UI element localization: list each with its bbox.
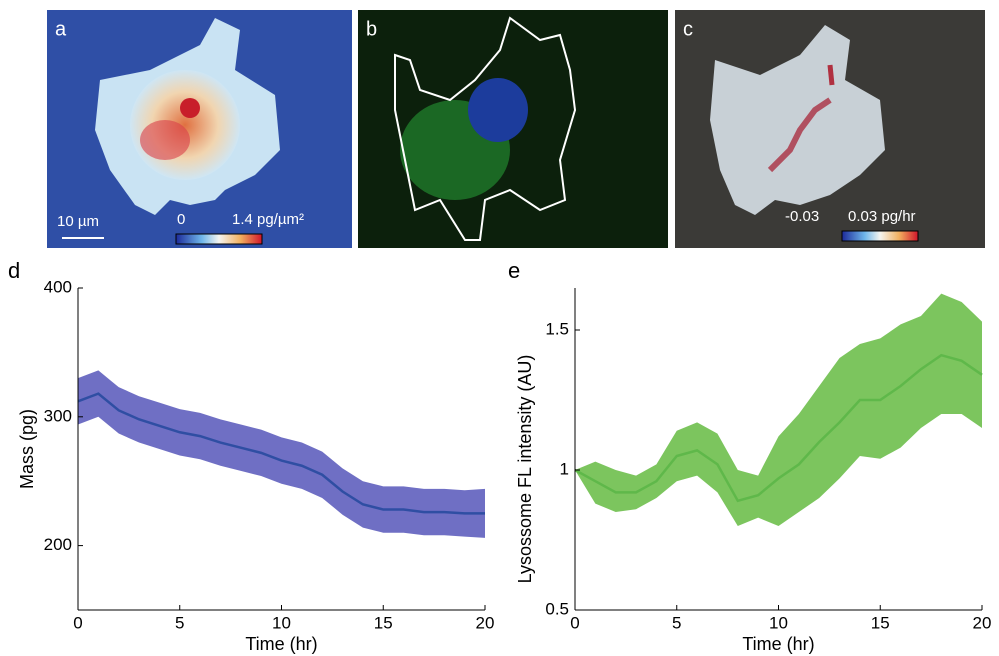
confidence-band	[575, 293, 982, 526]
colorbar	[841, 230, 919, 242]
cell-outline	[394, 16, 577, 241]
y-tick-label: 400	[44, 277, 72, 296]
x-tick-label: 20	[476, 613, 495, 632]
y-axis-title: Mass (pg)	[17, 409, 37, 489]
scale-bar-label: 10 µm	[57, 213, 99, 230]
x-tick-label: 0	[570, 613, 579, 632]
panel-label: c	[683, 18, 693, 40]
panel-label: e	[508, 258, 520, 283]
x-tick-label: 15	[871, 613, 890, 632]
x-axis-title: Time (hr)	[742, 634, 814, 654]
y-tick-label: 300	[44, 406, 72, 425]
cell	[710, 25, 885, 215]
x-tick-label: 10	[769, 613, 788, 632]
confidence-band	[78, 370, 485, 538]
nucleus	[468, 78, 528, 142]
colorbar-max: 1.4 pg/µm²	[232, 211, 304, 228]
x-tick-label: 5	[672, 613, 681, 632]
x-tick-label: 0	[73, 613, 82, 632]
x-tick-label: 20	[973, 613, 992, 632]
panel-label: b	[366, 18, 377, 40]
mass-change	[827, 64, 835, 86]
x-axis-title: Time (hr)	[245, 634, 317, 654]
x-tick-label: 15	[374, 613, 393, 632]
mean-line	[574, 353, 983, 503]
x-tick-label: 5	[175, 613, 184, 632]
colorbar-min: -0.03	[785, 208, 819, 225]
colorbar-min: 0	[177, 211, 185, 228]
panel-label: a	[55, 18, 67, 40]
panel-c: c -0.03 0.03 pg/hr	[675, 10, 985, 248]
cell-body	[130, 70, 240, 180]
y-tick-label: 0.5	[545, 599, 569, 618]
mean-line	[77, 392, 485, 515]
y-tick-label: 200	[44, 535, 72, 554]
panel-b: b	[358, 10, 668, 248]
colorbar	[175, 233, 263, 245]
mass-change	[767, 97, 832, 173]
nucleolus	[180, 98, 200, 118]
y-tick-label: 1	[560, 459, 569, 478]
colorbar-max: 0.03 pg/hr	[848, 208, 916, 225]
x-tick-label: 10	[272, 613, 291, 632]
panel-a: a 10 µm 0 1.4 pg/µm²	[47, 10, 352, 248]
panel-label: d	[8, 258, 20, 283]
y-tick-label: 1.5	[545, 319, 569, 338]
y-axis-title: Lysossome FL intensity (AU)	[515, 355, 535, 584]
granules	[140, 120, 190, 160]
